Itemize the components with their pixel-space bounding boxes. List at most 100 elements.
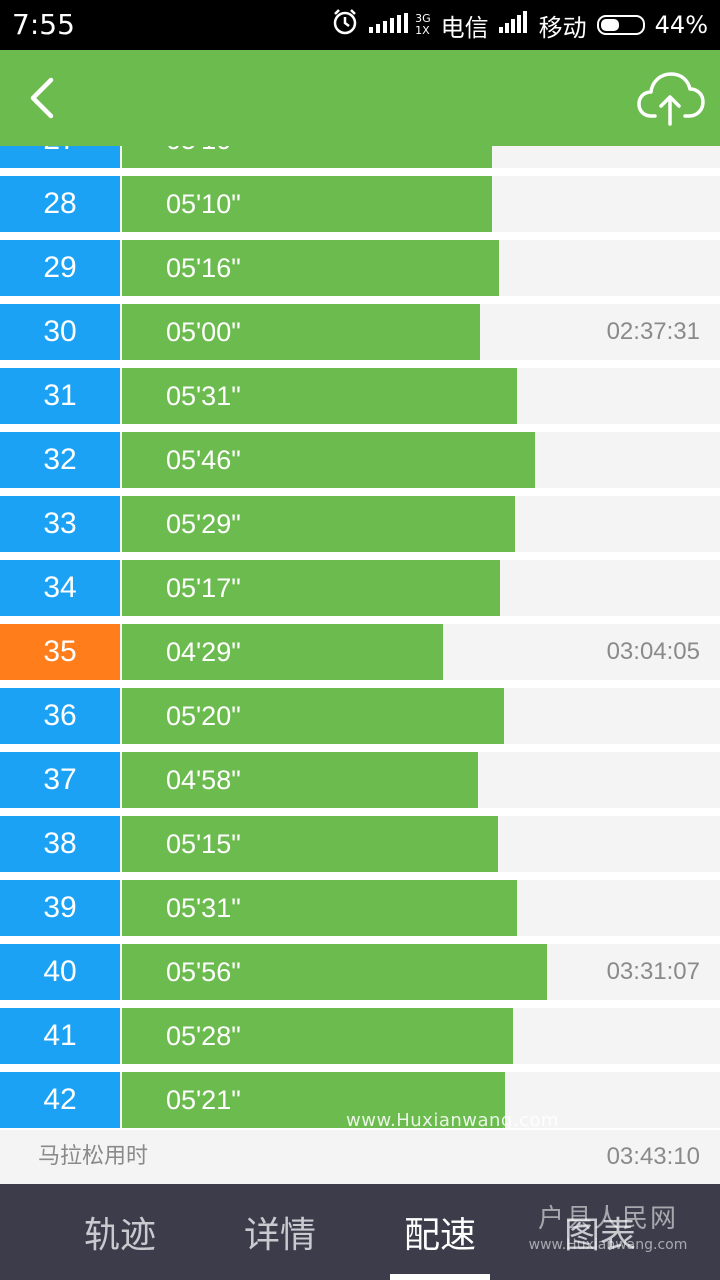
signal-bars-icon: [498, 11, 529, 39]
pace-bar: [122, 816, 498, 872]
carrier-1: 电信: [440, 13, 489, 42]
split-km: 36: [0, 688, 120, 744]
watermark-logo-name: 户县人民网: [537, 1204, 678, 1234]
back-button[interactable]: [14, 70, 70, 126]
split-pace: 05'17": [166, 573, 241, 603]
pace-bar: [122, 560, 500, 616]
pace-bar: [122, 304, 480, 360]
split-pace: 05'21": [166, 1085, 241, 1115]
split-pace: 05'10": [166, 146, 241, 168]
split-row: 37 04'58": [0, 752, 720, 808]
pace-bar: [122, 240, 499, 296]
split-row: 31 05'31": [0, 368, 720, 424]
pace-bar: [122, 624, 443, 680]
tab-pace[interactable]: 配速: [360, 1184, 520, 1280]
split-pace: 05'29": [166, 509, 241, 539]
split-km: 27: [0, 146, 120, 168]
split-row: 40 05'56" 03:31:07: [0, 944, 720, 1000]
split-pace: 05'16": [166, 253, 241, 283]
tab-details[interactable]: 详情: [200, 1184, 360, 1280]
split-km: 29: [0, 240, 120, 296]
pace-bar: [122, 432, 535, 488]
pace-bar: [122, 752, 478, 808]
pace-bar: [122, 688, 504, 744]
pace-bar: [122, 176, 492, 232]
upload-button[interactable]: [636, 66, 706, 130]
app-bar: [0, 50, 720, 146]
split-row: 42 05'21": [0, 1072, 720, 1128]
split-pace: 05'00": [166, 317, 241, 347]
split-km: 37: [0, 752, 120, 808]
split-pace: 05'10": [166, 189, 241, 219]
watermark-logo: 户县人民网 www.Huxianwang.com: [508, 1198, 708, 1253]
network-type: 3G 1X: [415, 13, 431, 37]
marathon-time: 03:43:10: [606, 1143, 700, 1170]
pace-bar: [122, 368, 517, 424]
split-pace: 05'15": [166, 829, 241, 859]
split-cumulative-time: 03:04:05: [606, 638, 700, 665]
split-cumulative-time: 03:31:07: [606, 958, 700, 985]
watermark-url: www.Huxianwang.com: [346, 1110, 560, 1131]
split-row: 34 05'17": [0, 560, 720, 616]
network-1x: 1X: [415, 24, 430, 37]
split-row: 32 05'46": [0, 432, 720, 488]
split-km: 30: [0, 304, 120, 360]
tab-pace-label: 配速: [403, 1215, 476, 1256]
split-pace: 05'20": [166, 701, 241, 731]
battery-percent: 44%: [654, 11, 708, 39]
chevron-left-icon: [30, 77, 54, 119]
tab-track-label: 轨迹: [83, 1215, 156, 1256]
carrier-2: 移动: [538, 13, 587, 42]
split-row: 27 05'10": [0, 146, 720, 168]
tab-chart-label: 图表: [563, 1215, 636, 1256]
split-cumulative-time: 02:37:31: [606, 318, 700, 345]
battery-icon: [596, 15, 645, 35]
status-time: 7:55: [12, 8, 75, 41]
marathon-label: 马拉松用时: [38, 1144, 149, 1169]
split-km: 41: [0, 1008, 120, 1064]
alarm-icon: [331, 8, 359, 42]
tab-chart[interactable]: 图表: [520, 1184, 680, 1280]
split-km: 40: [0, 944, 120, 1000]
signal-icon: [369, 11, 409, 39]
split-row: 30 05'00" 02:37:31: [0, 304, 720, 360]
marathon-summary: 马拉松用时 03:43:10: [0, 1130, 720, 1184]
network-3g: 3G: [415, 12, 431, 25]
split-km: 34: [0, 560, 120, 616]
split-km: 32: [0, 432, 120, 488]
split-pace: 05'31": [166, 381, 241, 411]
split-pace: 05'28": [166, 1021, 241, 1051]
pace-bar: [122, 146, 492, 168]
pace-bar: [122, 496, 515, 552]
pace-bar: [122, 880, 517, 936]
status-icons: 3G 1X 电信 移动 44%: [331, 0, 708, 50]
watermark-logo-url: www.Huxianwang.com: [528, 1237, 688, 1253]
split-km: 31: [0, 368, 120, 424]
split-row: 35 04'29" 03:04:05: [0, 624, 720, 680]
split-km: 39: [0, 880, 120, 936]
split-pace: 05'56": [166, 957, 241, 987]
split-km: 35: [0, 624, 120, 680]
tab-track[interactable]: 轨迹: [40, 1184, 200, 1280]
split-row: 33 05'29": [0, 496, 720, 552]
status-bar: 7:55 3G 1X 电信 移动 44%: [0, 0, 720, 50]
split-pace: 04'29": [166, 637, 241, 667]
split-km: 28: [0, 176, 120, 232]
tab-bar: 轨迹 详情 配速 图表: [0, 1184, 720, 1280]
split-pace: 05'31": [166, 893, 241, 923]
split-pace: 04'58": [166, 765, 241, 795]
split-row: 41 05'28": [0, 1008, 720, 1064]
split-pace: 05'46": [166, 445, 241, 475]
split-km: 38: [0, 816, 120, 872]
pace-bar: [122, 1072, 505, 1128]
split-km: 33: [0, 496, 120, 552]
cloud-upload-icon: [637, 72, 705, 126]
split-row: 38 05'15": [0, 816, 720, 872]
pace-bar: [122, 1008, 513, 1064]
split-row: 28 05'10": [0, 176, 720, 232]
split-list[interactable]: 27 05'10" 28 05'10" 29 05'16" 30 05'00" 02:37:31…: [0, 146, 720, 1184]
split-km: 42: [0, 1072, 120, 1128]
split-row: 29 05'16": [0, 240, 720, 296]
split-row: 39 05'31": [0, 880, 720, 936]
